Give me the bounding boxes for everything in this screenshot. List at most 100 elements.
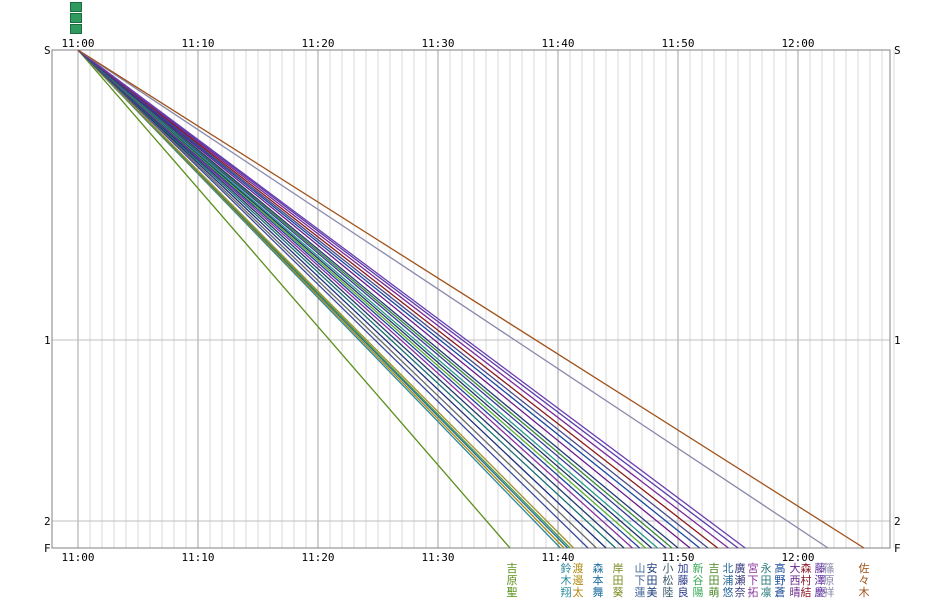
y-tick-label-right: S — [894, 44, 901, 57]
runner-name-char: 宮 — [748, 561, 759, 575]
y-tick-label-right: F — [894, 542, 901, 555]
runner-name-char: 蒼 — [775, 586, 786, 599]
runner-name-char: 結 — [801, 585, 812, 599]
runner-name-char: 小 — [663, 562, 674, 575]
runner-name-char: 本 — [593, 573, 604, 587]
runner-name-char: 岸 — [613, 562, 624, 575]
runner-name-char: 木 — [859, 586, 870, 599]
runner-name-char: 陸 — [663, 586, 674, 599]
x-tick-label-top: 11:50 — [661, 37, 694, 50]
runner-name-char: 鈴 — [561, 561, 572, 575]
runner-name-char: 澤 — [815, 574, 826, 587]
runner-name-char: 下 — [748, 574, 759, 587]
series-line — [77, 49, 709, 549]
runner-name-char: 葵 — [613, 586, 624, 599]
runner-name-char: 原 — [507, 574, 518, 587]
series-line — [77, 49, 691, 549]
x-tick-label-top: 12:00 — [781, 37, 814, 50]
runner-name-char: 北 — [723, 562, 734, 575]
runner-name-char: 木 — [561, 574, 572, 587]
y-tick-label-left: F — [44, 542, 51, 555]
series-line — [77, 49, 679, 549]
runner-name-char: 々 — [859, 574, 870, 587]
series-line — [77, 49, 865, 549]
runner-name-char: 萌 — [709, 585, 720, 599]
runner-name-char: 佐 — [859, 561, 870, 575]
series-line — [77, 49, 589, 549]
x-tick-label-top: 11:30 — [421, 37, 454, 50]
runner-name-char: 舞 — [593, 586, 604, 599]
x-tick-label-top: 11:40 — [541, 37, 574, 50]
runner-name-char: 新 — [693, 561, 704, 575]
x-tick-label-bottom: 11:40 — [541, 551, 574, 564]
series-line — [77, 49, 659, 549]
runner-name-char: 渡 — [573, 561, 584, 575]
runner-name-char: 浦 — [723, 574, 734, 587]
series-line — [77, 49, 511, 549]
green-square-icon — [70, 24, 82, 34]
runner-name-char: 陽 — [693, 586, 704, 599]
chart-axes: 11:00 11:00 11:10 11:10 11:20 11:20 11:30 11:30… — [44, 37, 901, 564]
runner-name-char: 吉 — [709, 562, 720, 575]
runner-name-char: 廣 — [735, 561, 746, 575]
series-line — [77, 49, 647, 549]
y-tick-label-left: 1 — [44, 334, 51, 347]
series-line — [77, 49, 597, 549]
runner-name-char: 永 — [761, 561, 772, 575]
runner-name-char: 悠 — [723, 585, 734, 599]
runner-name-char: 藤 — [815, 562, 826, 575]
runner-name-char: 大 — [790, 561, 801, 575]
runner-name-char: 高 — [775, 561, 786, 575]
chart-series — [77, 49, 865, 549]
series-line — [77, 49, 625, 549]
series-line — [77, 49, 641, 549]
y-tick-label-left: 2 — [44, 515, 51, 528]
runner-name-char: 西 — [790, 574, 801, 587]
x-tick-label-top: 11:20 — [301, 37, 334, 50]
runner-name-char: 拓 — [748, 585, 759, 599]
runner-name-char: 吉 — [507, 562, 518, 575]
runner-legend: 吉原聖鈴木翔渡邊太森本舞岸田葵山下蓮安田美小松陸加藤良新谷陽吉田萌北浦悠廣瀬奈宮… — [507, 561, 870, 599]
runner-name-char: 安 — [647, 561, 658, 575]
series-line — [77, 49, 575, 549]
runner-name-char: 凛 — [761, 585, 772, 599]
runner-name-char: 晴 — [790, 586, 801, 599]
series-line — [77, 49, 701, 549]
x-tick-label-bottom: 11:50 — [661, 551, 694, 564]
runner-name-char: 田 — [761, 574, 772, 587]
runner-name-char: 田 — [613, 574, 624, 587]
runner-name-char: 邊 — [573, 573, 584, 587]
runner-name-char: 慶 — [815, 585, 826, 599]
runner-name-char: 田 — [709, 574, 720, 587]
series-line — [77, 49, 729, 549]
runner-name-char: 太 — [573, 586, 584, 599]
x-tick-label-bottom: 11:00 — [61, 551, 94, 564]
green-square-icon — [70, 2, 82, 12]
y-tick-label-right: 2 — [894, 515, 901, 528]
runner-name-char: 谷 — [693, 574, 704, 587]
runner-name-char: 下 — [635, 574, 646, 587]
runner-name-char: 良 — [678, 585, 689, 599]
runner-name-char: 祥 — [824, 585, 835, 599]
runner-name-char: 森 — [801, 561, 812, 575]
runner-name-char: 加 — [678, 562, 689, 575]
runner-name-char: 瀬 — [735, 573, 746, 587]
x-tick-label-top: 11:10 — [181, 37, 214, 50]
plot-frame — [51, 49, 891, 549]
x-tick-label-top: 11:00 — [61, 37, 94, 50]
series-line — [77, 49, 617, 549]
y-tick-label-right: 1 — [894, 334, 901, 347]
x-tick-label-bottom: 11:30 — [421, 551, 454, 564]
y-tick-label-left: S — [44, 44, 51, 57]
runner-name-char: 森 — [593, 561, 604, 575]
series-line — [77, 49, 746, 549]
series-line — [77, 49, 633, 549]
runner-name-char: 篠 — [824, 561, 835, 575]
series-line — [77, 49, 739, 549]
x-tick-label-bottom: 11:20 — [301, 551, 334, 564]
x-tick-label-bottom: 12:00 — [781, 551, 814, 564]
series-line — [77, 49, 653, 549]
runner-name-char: 聖 — [507, 586, 518, 599]
runner-name-char: 奈 — [735, 585, 746, 599]
